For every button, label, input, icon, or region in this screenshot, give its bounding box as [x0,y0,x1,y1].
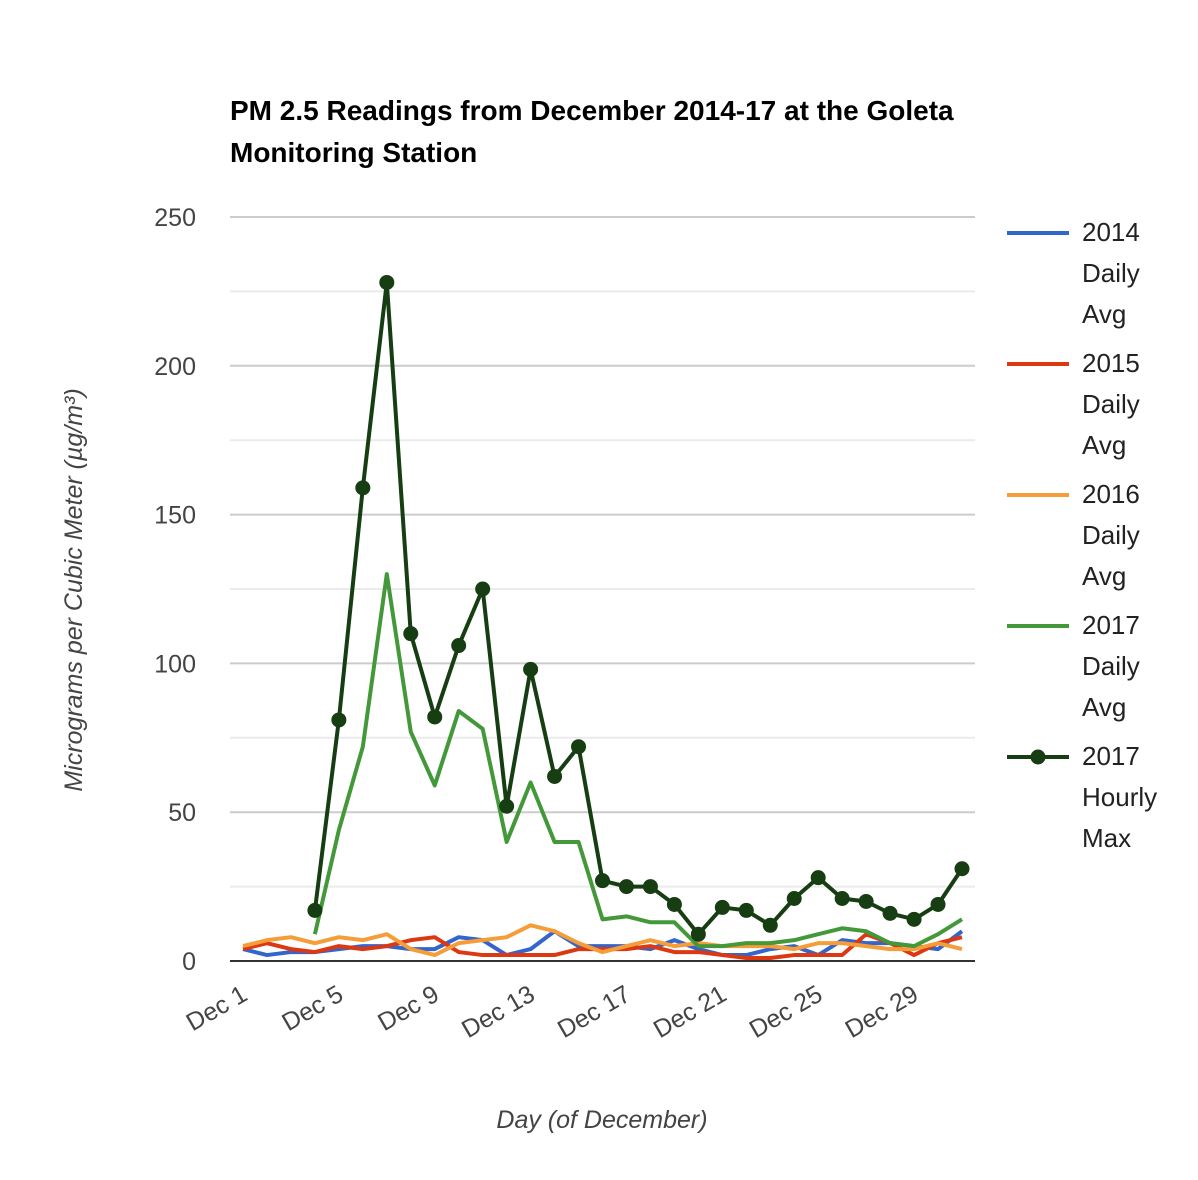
series-line [312,280,964,937]
x-tick-label: Dec 1 [181,980,252,1037]
point [379,274,395,290]
point [930,896,946,912]
x-tick-label: Dec 29 [840,980,923,1044]
point [882,905,898,921]
legend-swatch [1007,231,1069,235]
x-tick-label: Dec 13 [457,980,540,1044]
point [618,879,634,895]
y-tick-label: 250 [154,204,196,232]
legend-entry: 2017 Hourly Max [1005,736,1195,859]
point [475,581,491,597]
point [499,798,515,814]
point [595,873,610,889]
series-line [312,572,964,949]
chart-title: PM 2.5 Readings from December 2014-17 at… [230,95,954,168]
point [403,626,419,642]
legend: 2014 Daily Avg 2015 Daily Avg 2016 Daily A… [1005,212,1195,867]
x-tick-label: Dec 25 [745,980,828,1044]
y-tick-label: 50 [168,799,196,827]
legend-entry: 2016 Daily Avg [1005,474,1195,597]
legend-swatch [1007,624,1069,628]
point [810,870,826,886]
y-tick-label: 100 [154,650,196,678]
legend-entry: 2014 Daily Avg [1005,212,1195,335]
x-tick-label: Dec 9 [373,980,444,1037]
point [355,480,371,496]
point [738,902,754,918]
point [571,739,587,755]
legend-swatch [1007,362,1069,366]
point [714,899,730,915]
series-line [242,923,963,958]
point [523,661,539,677]
point [954,861,970,877]
legend-label: 2014 Daily Avg [1082,217,1140,329]
point [906,911,922,927]
legend-label: 2017 Daily Avg [1082,610,1140,722]
point [642,879,658,895]
legend-entry: 2017 Daily Avg [1005,605,1195,728]
point [331,712,347,728]
legend-label: 2016 Daily Avg [1082,479,1140,591]
point [427,709,443,725]
point [786,891,802,907]
legend-entry: 2015 Daily Avg [1005,343,1195,466]
legend-swatch [1007,493,1069,497]
point [451,638,467,654]
x-tick-label: Dec 5 [277,980,348,1037]
point [762,917,778,933]
x-tick-label: Dec 21 [649,980,732,1044]
legend-label: 2015 Daily Avg [1082,348,1140,460]
series-line [242,929,964,958]
y-axis-title: Micrograms per Cubic Meter (µg/m³) [60,388,88,791]
x-axis-title: Day (of December) [496,1106,707,1134]
x-tick-label: Dec 17 [553,980,636,1044]
point [666,896,682,912]
point [858,893,874,909]
legend-marker [1030,749,1046,765]
point [690,926,706,942]
point [834,891,850,907]
y-tick-label: 200 [154,353,196,381]
point [307,902,323,918]
y-tick-label: 150 [154,502,196,530]
legend-swatch [1007,749,1069,765]
series-line [242,932,963,961]
point [547,768,563,784]
legend-label: 2017 Hourly Max [1082,741,1158,853]
y-tick-label: 0 [182,948,196,976]
